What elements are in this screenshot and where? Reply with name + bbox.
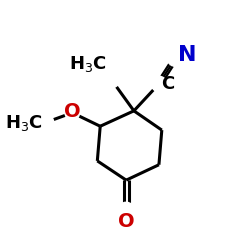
Circle shape: [27, 111, 54, 138]
Text: H$_3$C: H$_3$C: [69, 54, 107, 74]
Text: C: C: [161, 75, 174, 93]
Text: H$_3$C: H$_3$C: [5, 113, 43, 133]
Text: O: O: [118, 212, 134, 231]
Text: O: O: [64, 102, 80, 121]
Circle shape: [151, 76, 166, 92]
Circle shape: [65, 106, 80, 120]
Circle shape: [96, 64, 122, 89]
Circle shape: [118, 202, 135, 220]
Text: N: N: [178, 45, 197, 65]
Circle shape: [166, 47, 186, 66]
